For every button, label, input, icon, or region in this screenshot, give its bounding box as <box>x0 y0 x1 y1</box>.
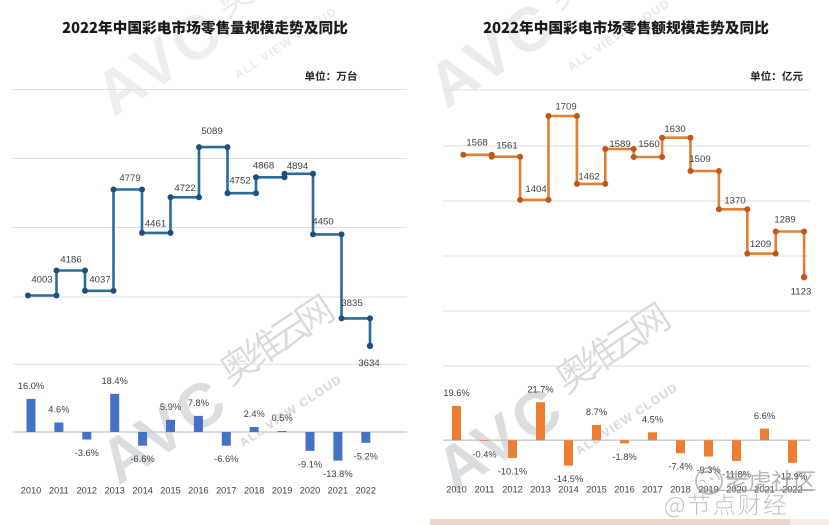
svg-text:4.6%: 4.6% <box>48 405 69 415</box>
svg-text:2011: 2011 <box>475 484 495 494</box>
svg-text:1370: 1370 <box>724 195 745 206</box>
svg-text:-6.6%: -6.6% <box>130 454 154 464</box>
svg-text:21.7%: 21.7% <box>527 384 553 394</box>
svg-text:4461: 4461 <box>145 218 166 229</box>
svg-text:2020: 2020 <box>300 485 320 495</box>
svg-text:2010: 2010 <box>21 485 41 495</box>
svg-text:4868: 4868 <box>253 160 274 171</box>
svg-text:7.8%: 7.8% <box>188 398 209 408</box>
svg-text:2015: 2015 <box>160 485 180 495</box>
svg-text:1589: 1589 <box>609 139 630 150</box>
svg-text:4037: 4037 <box>89 274 110 285</box>
svg-text:-3.6%: -3.6% <box>75 448 99 458</box>
svg-text:4779: 4779 <box>119 173 140 184</box>
svg-text:2012: 2012 <box>77 485 97 495</box>
svg-text:19.6%: 19.6% <box>443 388 469 398</box>
svg-text:1630: 1630 <box>664 124 685 135</box>
svg-text:1209: 1209 <box>750 239 771 250</box>
svg-text:2020: 2020 <box>726 484 746 494</box>
svg-text:-0.4%: -0.4% <box>472 449 496 459</box>
svg-text:4.5%: 4.5% <box>642 414 663 424</box>
svg-text:1709: 1709 <box>555 101 576 112</box>
svg-text:2018: 2018 <box>670 484 690 494</box>
svg-text:2019: 2019 <box>272 485 292 495</box>
svg-text:-12.9%: -12.9% <box>778 471 807 481</box>
svg-text:2016: 2016 <box>614 484 634 494</box>
svg-text:2011: 2011 <box>49 485 69 495</box>
svg-text:5.9%: 5.9% <box>160 402 181 412</box>
svg-text:2021: 2021 <box>328 485 348 495</box>
svg-text:18.4%: 18.4% <box>102 376 128 386</box>
svg-text:-14.5%: -14.5% <box>554 474 583 484</box>
svg-text:3835: 3835 <box>341 298 362 309</box>
svg-text:2010: 2010 <box>446 484 466 494</box>
svg-text:16.0%: 16.0% <box>18 381 44 391</box>
svg-text:2013: 2013 <box>104 485 124 495</box>
svg-text:4450: 4450 <box>312 216 333 227</box>
svg-text:4003: 4003 <box>31 274 52 285</box>
svg-text:-7.4%: -7.4% <box>668 462 692 472</box>
svg-text:2015: 2015 <box>586 484 606 494</box>
svg-text:-6.6%: -6.6% <box>214 454 238 464</box>
svg-text:2012: 2012 <box>502 484 522 494</box>
svg-text:1404: 1404 <box>525 184 547 195</box>
svg-text:4186: 4186 <box>60 254 81 265</box>
svg-text:0.5%: 0.5% <box>271 413 292 423</box>
svg-text:-5.2%: -5.2% <box>354 451 378 461</box>
svg-text:1123: 1123 <box>791 286 812 297</box>
svg-text:5089: 5089 <box>201 126 222 137</box>
svg-text:1560: 1560 <box>638 139 659 150</box>
svg-text:8.7%: 8.7% <box>586 407 607 417</box>
svg-text:1568: 1568 <box>466 137 487 148</box>
svg-text:-9.3%: -9.3% <box>696 465 720 475</box>
svg-text:1561: 1561 <box>496 140 517 151</box>
svg-text:4894: 4894 <box>287 161 309 172</box>
svg-text:1289: 1289 <box>774 214 795 225</box>
svg-text:-10.1%: -10.1% <box>498 466 527 476</box>
svg-text:3634: 3634 <box>358 358 380 369</box>
svg-text:2014: 2014 <box>132 485 152 495</box>
svg-text:2017: 2017 <box>642 484 662 494</box>
svg-text:2017: 2017 <box>216 485 236 495</box>
svg-text:2022: 2022 <box>356 485 376 495</box>
svg-text:2016: 2016 <box>188 485 208 495</box>
svg-text:2.4%: 2.4% <box>244 409 265 419</box>
svg-text:1462: 1462 <box>578 171 599 182</box>
svg-text:2018: 2018 <box>244 485 264 495</box>
svg-text:6.6%: 6.6% <box>754 411 775 421</box>
svg-text:4752: 4752 <box>229 175 250 186</box>
svg-text:4722: 4722 <box>174 183 195 194</box>
svg-text:2013: 2013 <box>530 484 550 494</box>
svg-text:2014: 2014 <box>558 484 578 494</box>
svg-text:-13.8%: -13.8% <box>323 469 352 479</box>
svg-text:-1.8%: -1.8% <box>612 452 636 462</box>
svg-text:-9.1%: -9.1% <box>298 459 322 469</box>
svg-text:1509: 1509 <box>689 154 710 165</box>
